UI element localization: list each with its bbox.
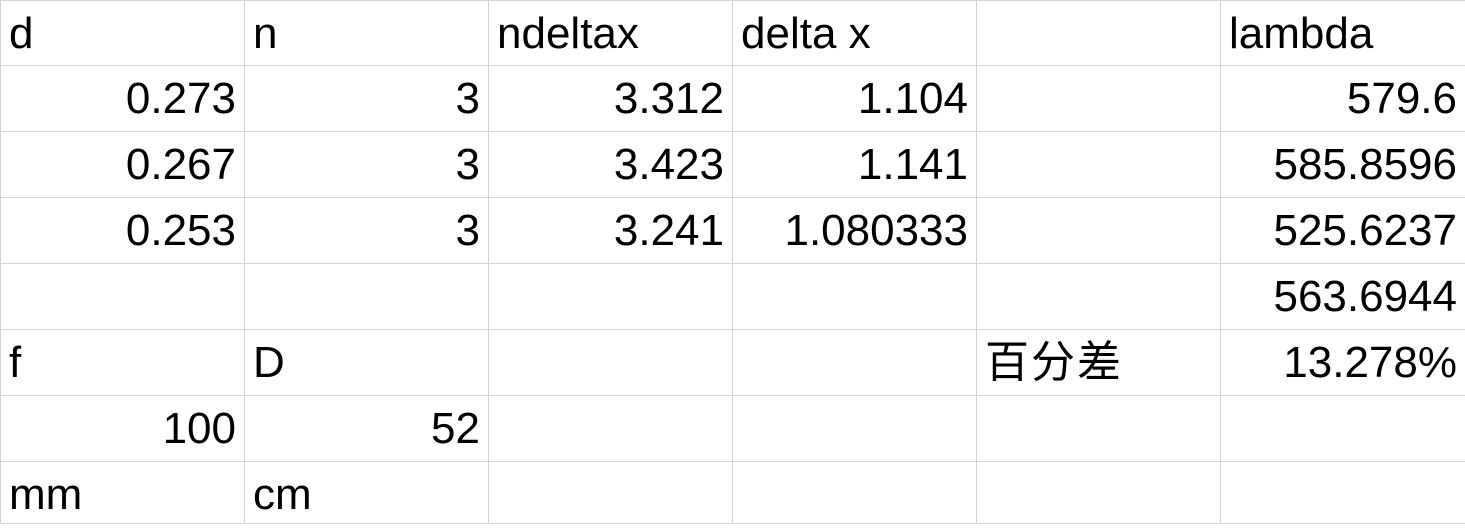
cell-delta-x[interactable]: 1.080333 [733,198,977,264]
cell-empty[interactable] [733,264,977,330]
cell-lambda[interactable]: 579.6 [1221,66,1465,132]
cell-lambda-average[interactable]: 563.6944 [1221,264,1465,330]
cell-d[interactable]: 0.273 [1,66,245,132]
cell-empty[interactable] [977,264,1221,330]
cell-n[interactable]: 3 [245,132,489,198]
cell-empty[interactable] [1221,396,1465,462]
cell-empty[interactable] [1221,462,1465,524]
cell-D-value[interactable]: 52 [245,396,489,462]
cell-d[interactable]: 0.267 [1,132,245,198]
header-ndeltax[interactable]: ndeltax [489,1,733,66]
cell-empty[interactable] [489,396,733,462]
cell-ndeltax[interactable]: 3.241 [489,198,733,264]
cell-empty[interactable] [245,264,489,330]
header-n[interactable]: n [245,1,489,66]
cell-delta-x[interactable]: 1.104 [733,66,977,132]
cell-empty[interactable] [977,396,1221,462]
header-lambda[interactable]: lambda [1221,1,1465,66]
cell-percent-diff-value[interactable]: 13.278% [1221,330,1465,396]
cell-n[interactable]: 3 [245,66,489,132]
cell-lambda[interactable]: 585.8596 [1221,132,1465,198]
cell-ndeltax[interactable]: 3.423 [489,132,733,198]
header-empty[interactable] [977,1,1221,66]
cell-empty[interactable] [977,132,1221,198]
cell-empty[interactable] [489,264,733,330]
cell-f-unit[interactable]: mm [1,462,245,524]
cell-percent-diff-label[interactable]: 百分差 [977,330,1221,396]
cell-empty[interactable] [1,264,245,330]
header-d[interactable]: d [1,1,245,66]
cell-D-label[interactable]: D [245,330,489,396]
cell-empty[interactable] [489,462,733,524]
cell-empty[interactable] [733,330,977,396]
cell-empty[interactable] [733,396,977,462]
cell-ndeltax[interactable]: 3.312 [489,66,733,132]
cell-empty[interactable] [489,330,733,396]
cell-delta-x[interactable]: 1.141 [733,132,977,198]
cell-empty[interactable] [977,198,1221,264]
cell-D-unit[interactable]: cm [245,462,489,524]
cell-empty[interactable] [977,66,1221,132]
header-delta-x[interactable]: delta x [733,1,977,66]
cell-f-label[interactable]: f [1,330,245,396]
cell-n[interactable]: 3 [245,198,489,264]
cell-empty[interactable] [733,462,977,524]
cell-empty[interactable] [977,462,1221,524]
cell-lambda[interactable]: 525.6237 [1221,198,1465,264]
cell-d[interactable]: 0.253 [1,198,245,264]
cell-f-value[interactable]: 100 [1,396,245,462]
